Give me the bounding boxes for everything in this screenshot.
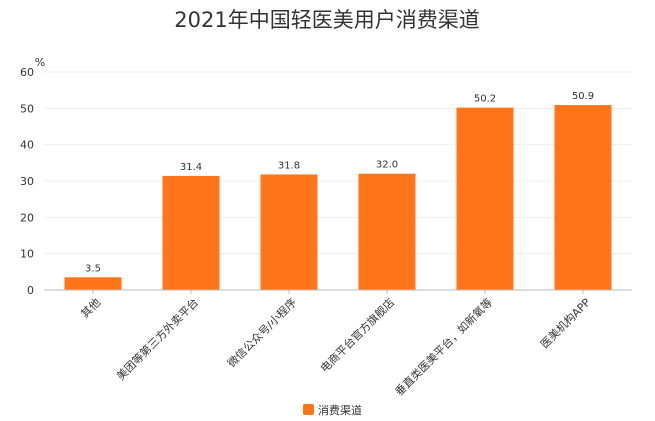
x-tick-label: 美团等第三方外卖平台: [113, 295, 201, 383]
data-label: 3.5: [85, 263, 101, 274]
y-tick-label: 50: [20, 102, 34, 115]
data-label: 50.9: [572, 91, 594, 102]
bar[interactable]: [358, 173, 416, 290]
x-tick-label: 其他: [78, 296, 103, 321]
x-axis-labels: 其他 美团等第三方外卖平台 微信公众号/小程序 电商平台官方旗舰店垂直类医美平台，如新…: [78, 290, 593, 398]
legend-swatch-consumption-channel: [303, 404, 314, 415]
bars: [64, 105, 612, 291]
data-label: 31.4: [180, 162, 202, 173]
bar[interactable]: [260, 174, 318, 290]
y-axis-ticks: 0 10 20 30 40 50 60: [20, 66, 34, 297]
chart-title: 2021年中国轻医美用户消费渠道: [174, 8, 479, 32]
bar[interactable]: [554, 105, 612, 291]
bar[interactable]: [64, 277, 122, 290]
data-label: 50.2: [474, 94, 496, 105]
bar[interactable]: [456, 107, 514, 291]
x-tick-label: 垂直类医美平台，如新氧等: [392, 295, 495, 398]
data-label: 32.0: [376, 160, 398, 171]
x-tick-label: 电商平台官方旗舰店: [317, 295, 397, 375]
legend[interactable]: 消费渠道: [303, 403, 362, 417]
x-tick-label: 微信公众号/小程序: [224, 295, 299, 370]
legend-label-consumption-channel: 消费渠道: [318, 403, 362, 417]
data-label: 31.8: [278, 160, 300, 171]
x-tick-label: 医美机构APP: [537, 295, 593, 351]
gridlines: [44, 71, 632, 255]
y-tick-label: 20: [20, 211, 34, 224]
y-tick-label: 0: [27, 284, 34, 297]
y-tick-label: 30: [20, 175, 34, 188]
y-axis-unit: %: [35, 56, 45, 69]
y-tick-label: 40: [20, 139, 34, 152]
bar[interactable]: [162, 175, 220, 290]
y-tick-label: 10: [20, 248, 34, 261]
y-tick-label: 60: [20, 66, 34, 79]
data-labels: 3.5 31.4 31.8 32.0 50.2 50.9: [85, 91, 594, 274]
